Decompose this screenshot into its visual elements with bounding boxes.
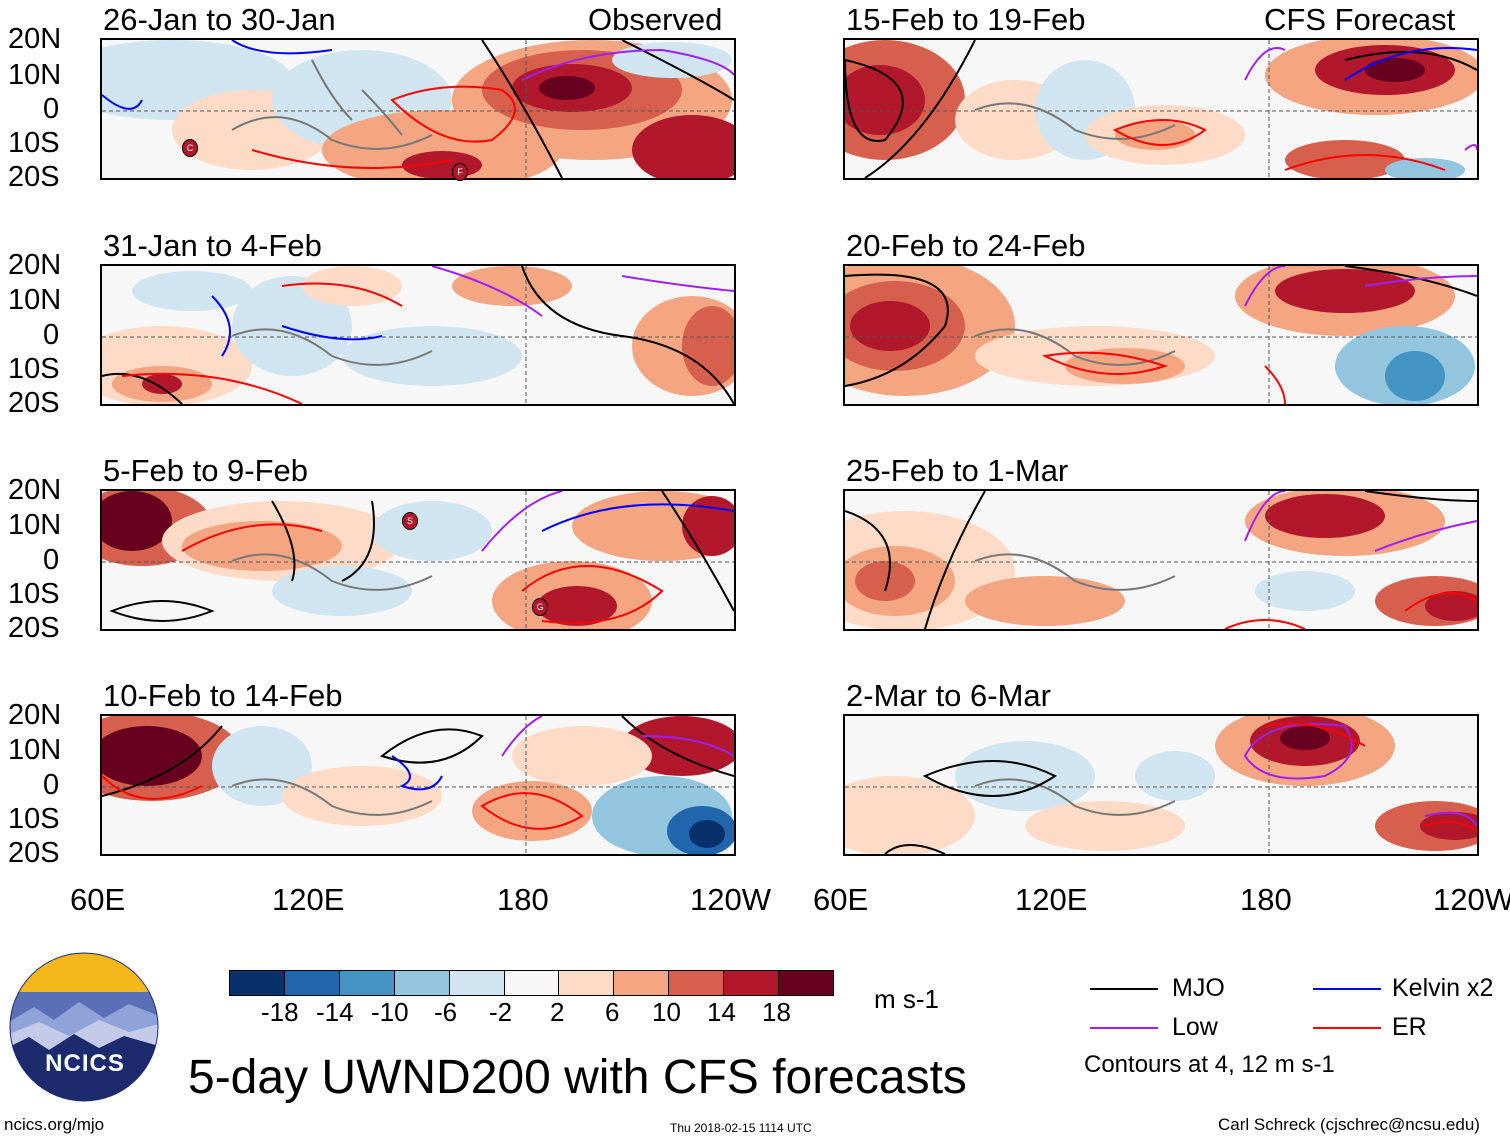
lon-label: 180 bbox=[1240, 882, 1292, 917]
storm-marker-f: F bbox=[452, 163, 468, 181]
lat-label: 20N bbox=[8, 23, 62, 55]
colorbar-segment bbox=[614, 971, 670, 995]
colorbar-segment bbox=[230, 971, 285, 995]
contours-note: Contours at 4, 12 m s-1 bbox=[1084, 1051, 1335, 1078]
lat-label: 20S bbox=[8, 161, 60, 193]
lat-label: 10S bbox=[8, 803, 60, 835]
lat-label: 0 bbox=[43, 319, 60, 351]
lon-label: 60E bbox=[70, 882, 126, 917]
map-panel-left-4 bbox=[100, 714, 736, 856]
panel-title-right-4: 2-Mar to 6-Mar bbox=[846, 678, 1051, 713]
colorbar-tick: -18 bbox=[261, 997, 299, 1027]
observed-label: Observed bbox=[588, 2, 723, 37]
legend-label-mjo: MJO bbox=[1172, 974, 1225, 1002]
lon-label: 180 bbox=[497, 882, 549, 917]
lat-label: 10N bbox=[8, 284, 62, 316]
map-panel-right-1 bbox=[843, 38, 1479, 180]
lon-label: 120W bbox=[690, 882, 771, 917]
panel-title-right-2: 20-Feb to 24-Feb bbox=[846, 228, 1086, 263]
colorbar-segment bbox=[394, 971, 450, 995]
legend-label-er: ER bbox=[1392, 1013, 1427, 1041]
map-panel-left-2 bbox=[100, 264, 736, 406]
panel-title-left-1: 26-Jan to 30-Jan bbox=[103, 2, 336, 37]
legend-line-kelvin bbox=[1313, 988, 1381, 990]
colorbar-tick: 2 bbox=[550, 997, 565, 1027]
map-panel-right-4 bbox=[843, 714, 1479, 856]
map-panel-left-3 bbox=[100, 489, 736, 631]
lon-label: 120E bbox=[1015, 882, 1088, 917]
lat-label: 20N bbox=[8, 474, 62, 506]
lat-label: 10S bbox=[8, 578, 60, 610]
lat-label: 20S bbox=[8, 387, 60, 419]
colorbar-units: m s-1 bbox=[874, 984, 939, 1014]
colorbar bbox=[229, 970, 834, 996]
lat-label: 20N bbox=[8, 249, 62, 281]
lat-label: 20S bbox=[8, 612, 60, 644]
legend-line-low bbox=[1090, 1027, 1158, 1029]
logo-text: NCICS bbox=[45, 1050, 125, 1077]
footer-timestamp: Thu 2018-02-15 1114 UTC bbox=[670, 1121, 812, 1135]
ncics-logo bbox=[9, 952, 159, 1102]
colorbar-segment bbox=[724, 971, 780, 995]
legend-line-er bbox=[1313, 1027, 1381, 1029]
colorbar-segment bbox=[669, 971, 725, 995]
colorbar-segment bbox=[779, 971, 833, 995]
colorbar-segment bbox=[559, 971, 615, 995]
legend-label-kelvin: Kelvin x2 bbox=[1392, 974, 1494, 1002]
colorbar-tick: -6 bbox=[434, 997, 458, 1027]
storm-marker-c: C bbox=[182, 139, 198, 157]
colorbar-segment bbox=[284, 971, 340, 995]
storm-marker-s: S bbox=[402, 512, 418, 530]
colorbar-tick: -14 bbox=[316, 997, 354, 1027]
map-panel-right-2 bbox=[843, 264, 1479, 406]
lon-label: 120E bbox=[272, 882, 345, 917]
panel-title-left-4: 10-Feb to 14-Feb bbox=[103, 678, 343, 713]
footer-url[interactable]: ncics.org/mjo bbox=[4, 1115, 105, 1134]
colorbar-tick: 18 bbox=[762, 997, 791, 1027]
map-panel-left-1 bbox=[100, 38, 736, 180]
lat-label: 10N bbox=[8, 734, 62, 766]
map-panel-right-3 bbox=[843, 489, 1479, 631]
lat-label: 20N bbox=[8, 699, 62, 731]
cfs-forecast-label: CFS Forecast bbox=[1264, 2, 1456, 37]
lat-label: 10S bbox=[8, 353, 60, 385]
lat-label: 0 bbox=[43, 93, 60, 125]
panel-title-right-3: 25-Feb to 1-Mar bbox=[846, 453, 1069, 488]
storm-marker-g: G bbox=[532, 598, 548, 616]
panel-title-left-3: 5-Feb to 9-Feb bbox=[103, 453, 309, 488]
colorbar-tick: -10 bbox=[371, 997, 409, 1027]
panel-title-left-2: 31-Jan to 4-Feb bbox=[103, 228, 322, 263]
lat-label: 20S bbox=[8, 837, 60, 869]
lat-label: 0 bbox=[43, 544, 60, 576]
legend-label-low: Low bbox=[1172, 1013, 1218, 1041]
lat-label: 0 bbox=[43, 769, 60, 801]
colorbar-tick: -2 bbox=[489, 997, 513, 1027]
colorbar-tick: 14 bbox=[707, 997, 736, 1027]
colorbar-segment bbox=[504, 971, 560, 995]
colorbar-tick: 10 bbox=[652, 997, 681, 1027]
colorbar-tick: 6 bbox=[605, 997, 620, 1027]
lon-label: 60E bbox=[813, 882, 869, 917]
panel-title-right-1: 15-Feb to 19-Feb bbox=[846, 2, 1086, 37]
lat-label: 10N bbox=[8, 59, 62, 91]
colorbar-segment bbox=[449, 971, 505, 995]
lon-label: 120W bbox=[1433, 882, 1510, 917]
footer-credit: Carl Schreck (cjschrec@ncsu.edu) bbox=[1218, 1115, 1480, 1134]
lat-label: 10N bbox=[8, 509, 62, 541]
figure-title: 5-day UWND200 with CFS forecasts bbox=[188, 1051, 967, 1104]
lat-label: 10S bbox=[8, 127, 60, 159]
legend-line-mjo bbox=[1090, 988, 1158, 990]
colorbar-segment bbox=[339, 971, 395, 995]
